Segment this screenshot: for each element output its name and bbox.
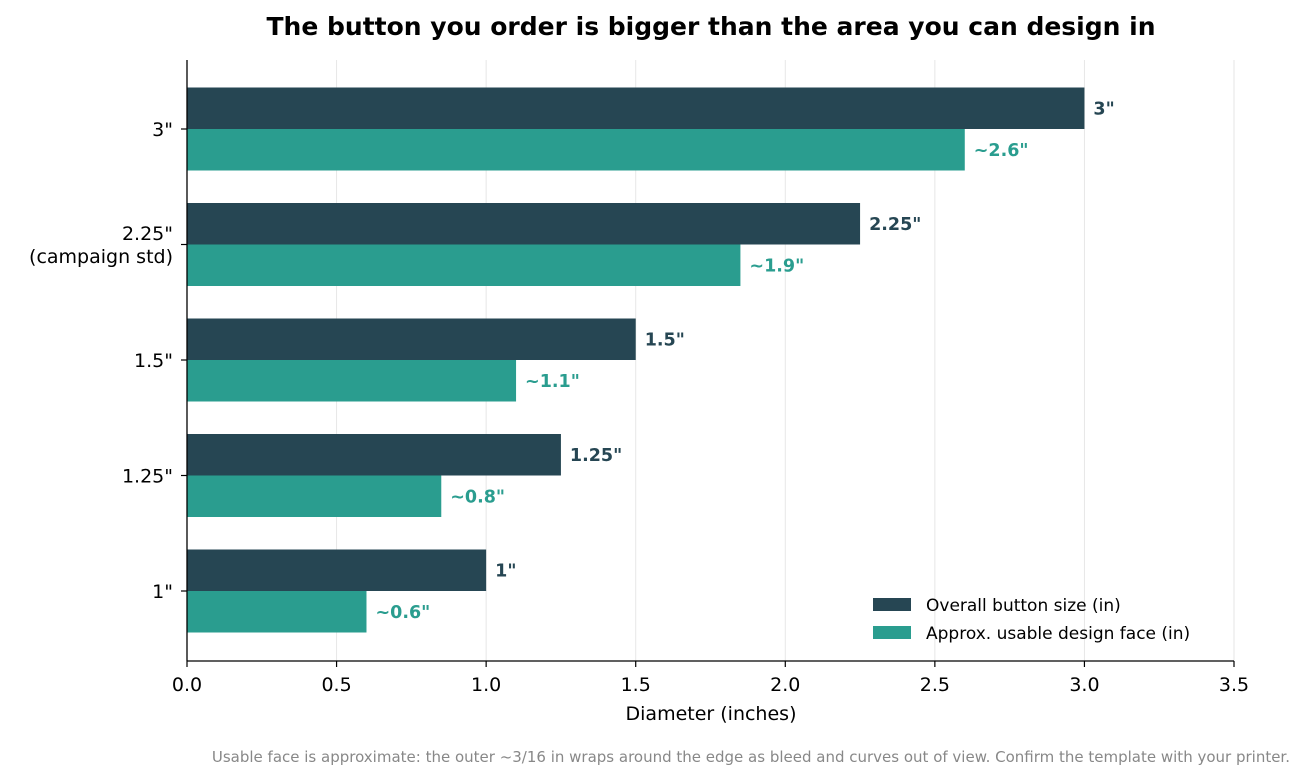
data-labels: 1" 1.25" 1.5" 2.25" 3" ~0.6" ~0.8" ~1.1" ~1.9" ~2… <box>375 99 1114 623</box>
bar-usable-face <box>187 244 741 286</box>
x-tick-label: 3.0 <box>1069 674 1099 696</box>
x-ticks: 0.0 0.5 1.0 1.5 2.0 2.5 3.0 3.5 <box>172 661 1249 696</box>
legend-swatch <box>873 598 911 611</box>
x-axis-label: Diameter (inches) <box>626 703 797 725</box>
legend: Overall button size (in) Approx. usable d… <box>873 596 1190 644</box>
data-label: 3" <box>1093 99 1114 119</box>
bar-usable-face <box>187 591 367 633</box>
bar-usable-face <box>187 360 517 402</box>
data-label: 1.5" <box>645 330 685 350</box>
legend-label: Approx. usable design face (in) <box>926 624 1190 644</box>
footnote: Usable face is approximate: the outer ~3… <box>212 748 1290 766</box>
chart-title: The button you order is bigger than the … <box>266 12 1155 41</box>
data-label: ~0.8" <box>450 487 505 507</box>
bar-overall-size <box>187 203 861 245</box>
data-label: 1" <box>495 561 516 581</box>
x-tick-label: 1.0 <box>471 674 501 696</box>
x-tick-label: 2.5 <box>920 674 950 696</box>
bar-overall-size <box>187 434 561 476</box>
bar-usable-face <box>187 129 965 171</box>
bar-overall-size <box>187 549 487 591</box>
data-label: 1.25" <box>570 446 622 466</box>
y-tick-label: 1" <box>152 581 173 603</box>
y-ticks: 1" 1.25" 1.5" 2.25"(campaign std) 3" <box>29 119 187 603</box>
bar-overall-size <box>187 87 1085 129</box>
x-tick-label: 1.5 <box>621 674 651 696</box>
bar-usable-face <box>187 475 442 517</box>
bar-overall-size <box>187 318 636 360</box>
y-tick-label: 3" <box>152 119 173 141</box>
y-tick-label: 2.25" <box>122 223 173 245</box>
x-tick-label: 0.5 <box>321 674 351 696</box>
bars <box>187 87 1085 633</box>
y-tick-label: 1.5" <box>134 350 173 372</box>
data-label: 2.25" <box>869 215 921 235</box>
legend-label: Overall button size (in) <box>926 596 1121 616</box>
data-label: ~2.6" <box>974 141 1029 161</box>
x-tick-label: 0.0 <box>172 674 202 696</box>
data-label: ~0.6" <box>375 603 430 623</box>
data-label: ~1.9" <box>749 256 804 276</box>
y-tick-label: (campaign std) <box>29 246 173 268</box>
x-tick-label: 3.5 <box>1219 674 1249 696</box>
y-tick-label: 1.25" <box>122 466 173 488</box>
x-tick-label: 2.0 <box>770 674 800 696</box>
legend-swatch <box>873 626 911 639</box>
data-label: ~1.1" <box>525 372 580 392</box>
